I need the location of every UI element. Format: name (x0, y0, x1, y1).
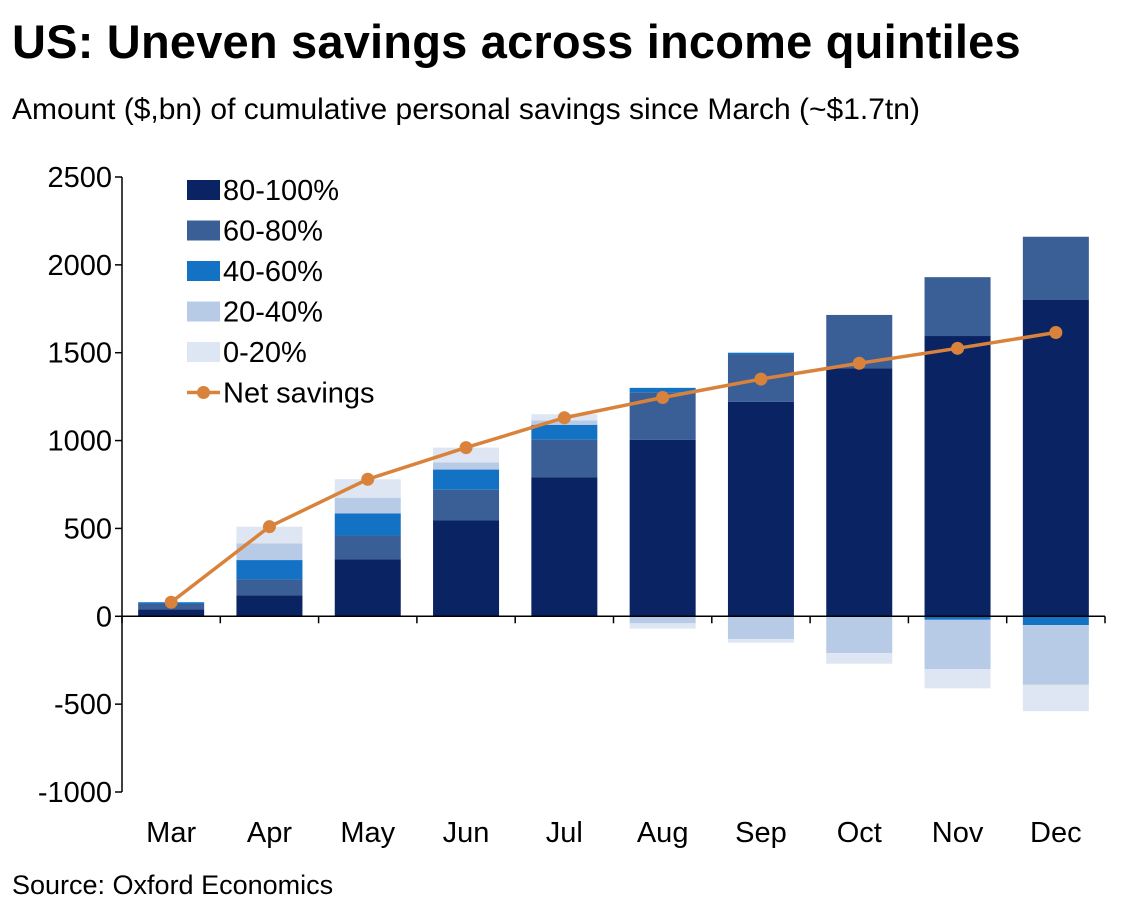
bar-dec-series-3 (1022, 625, 1089, 685)
bar-apr-series-0 (236, 595, 303, 617)
y-tick-label: 1000 (47, 426, 112, 458)
bar-sep-series-0 (727, 401, 794, 617)
legend-swatch (187, 301, 220, 322)
bar-may-series-2 (334, 513, 401, 536)
bar-dec-series-4 (1022, 684, 1089, 712)
bar-jul-series-0 (531, 477, 598, 617)
y-tick-label: -1000 (38, 777, 112, 809)
bar-jul-series-2 (531, 424, 598, 440)
legend-label: 60-80% (223, 216, 323, 248)
x-tick-label: Jul (546, 817, 583, 849)
bars-group (138, 236, 1089, 712)
x-tick-label: Jun (443, 817, 490, 849)
bar-sep-series-2 (727, 352, 794, 355)
net-savings-point (557, 411, 571, 425)
bar-dec-series-0 (1022, 300, 1089, 617)
bar-nov-series-4 (924, 669, 991, 689)
legend-swatch (187, 261, 220, 281)
x-tick-label: Mar (146, 817, 196, 849)
bar-aug-series-0 (629, 439, 696, 617)
y-tick-label: 1500 (47, 338, 112, 370)
net-savings-line-group (164, 326, 1063, 609)
legend-label: 40-60% (223, 256, 323, 288)
chart-source: Source: Oxford Economics (12, 870, 334, 900)
x-tick-label: Oct (837, 817, 882, 849)
x-tick-label: Aug (637, 817, 689, 849)
bar-jun-series-2 (433, 469, 500, 490)
legend-label: 20-40% (223, 297, 323, 329)
legend-line-marker (197, 386, 210, 399)
legend-label: 0-20% (223, 337, 307, 369)
y-tick-label: 0 (96, 601, 112, 633)
y-tick-label: 500 (64, 513, 112, 545)
net-savings-point (951, 341, 965, 355)
bar-dec-series-2 (1022, 616, 1089, 626)
bar-may-series-1 (334, 535, 401, 560)
bar-sep-series-4 (727, 639, 794, 643)
x-tick-label: Apr (247, 817, 292, 849)
net-savings-point (754, 372, 768, 386)
y-tick-label: 2500 (47, 162, 112, 194)
bar-aug-series-3 (629, 616, 696, 624)
bar-nov-series-1 (924, 277, 991, 337)
bar-may-series-4 (334, 479, 401, 498)
legend-label: 80-100% (223, 175, 339, 207)
net-savings-point (459, 441, 473, 455)
net-savings-line (170, 330, 1057, 604)
legend-swatch (187, 180, 220, 200)
net-savings-point (656, 391, 670, 405)
net-savings-point (262, 520, 276, 534)
x-tick-label: Nov (932, 817, 984, 849)
axes-group: 2500 2000 1500 1000 500 0 -500 -1000 Mar Apr May Ju… (38, 162, 1106, 849)
bar-apr-series-2 (236, 560, 303, 580)
net-savings-point (361, 472, 375, 486)
x-tick-label: May (340, 817, 395, 849)
net-savings-point (852, 356, 866, 370)
bar-nov-series-3 (924, 619, 991, 669)
bar-may-series-3 (334, 497, 401, 514)
y-tick-label: -500 (54, 689, 112, 721)
x-tick-label: Dec (1030, 817, 1082, 849)
bar-may-series-0 (334, 559, 401, 617)
bar-dec-series-1 (1022, 236, 1089, 300)
chart-subtitle: Amount ($,bn) of cumulative personal sav… (12, 93, 920, 126)
bar-mar-series-0 (138, 609, 205, 617)
bar-nov-series-0 (924, 336, 991, 617)
y-tick-label: 2000 (47, 250, 112, 282)
net-savings-point (1049, 326, 1063, 340)
legend-swatch (187, 220, 220, 241)
bar-jun-series-1 (433, 489, 500, 521)
bar-jul-series-1 (531, 439, 598, 478)
bar-oct-series-4 (826, 653, 893, 664)
bar-oct-series-0 (826, 368, 893, 617)
bar-aug-series-4 (629, 623, 696, 629)
bar-jun-series-0 (433, 520, 500, 617)
bar-sep-series-3 (727, 616, 794, 640)
bar-nov-series-2 (924, 616, 991, 620)
x-tick-label: Sep (735, 817, 787, 849)
legend-swatch (187, 342, 220, 362)
bar-oct-series-3 (826, 616, 893, 654)
bar-apr-series-1 (236, 579, 303, 596)
chart-title: US: Uneven savings across income quintil… (12, 15, 1021, 68)
bar-aug-series-2 (629, 387, 696, 393)
net-savings-point (164, 595, 178, 609)
legend: 80-100% 60-80% 40-60% 20-40% 0-20% Net saving… (187, 175, 375, 410)
legend-label: Net savings (223, 378, 375, 410)
bar-apr-series-3 (236, 543, 303, 561)
bar-jun-series-3 (433, 462, 500, 470)
